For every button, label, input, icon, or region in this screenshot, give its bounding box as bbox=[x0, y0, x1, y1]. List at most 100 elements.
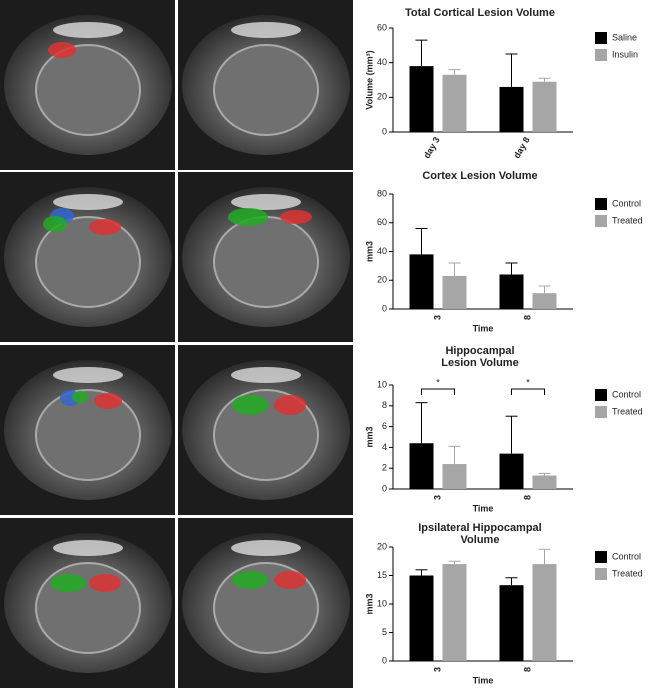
legend-label: Control bbox=[612, 198, 641, 208]
bar bbox=[499, 585, 524, 661]
error-bar bbox=[538, 77, 551, 82]
error-bar bbox=[505, 415, 518, 454]
lesion bbox=[89, 219, 121, 235]
brain bbox=[35, 44, 141, 136]
bar bbox=[442, 564, 467, 661]
bar bbox=[532, 475, 557, 489]
y-axis-label: mm3 bbox=[364, 241, 374, 262]
bar bbox=[409, 575, 434, 661]
mri-image bbox=[0, 0, 175, 170]
scalp bbox=[53, 194, 123, 210]
lesion bbox=[274, 571, 306, 589]
y-tick-label: 40 bbox=[377, 57, 387, 67]
scalp bbox=[53, 367, 123, 383]
lesion bbox=[89, 574, 121, 592]
y-tick-label: 8 bbox=[382, 400, 387, 410]
error-bar bbox=[538, 472, 551, 476]
bar bbox=[499, 274, 524, 309]
y-tick-label: 5 bbox=[382, 627, 387, 637]
legend-label: Control bbox=[612, 389, 641, 399]
error-bar bbox=[448, 445, 461, 465]
mri-image bbox=[178, 0, 353, 170]
legend-swatch bbox=[595, 215, 607, 227]
legend-swatch bbox=[595, 49, 607, 61]
bar bbox=[532, 564, 557, 661]
y-tick-label: 80 bbox=[377, 188, 387, 198]
bar bbox=[409, 66, 434, 132]
scalp bbox=[53, 540, 123, 556]
mri-image bbox=[178, 345, 353, 515]
x-axis-label: Time bbox=[473, 675, 494, 685]
legend-label: Treated bbox=[612, 215, 643, 225]
legend-swatch bbox=[595, 389, 607, 401]
bar bbox=[499, 86, 524, 132]
x-axis-label: Time bbox=[473, 503, 494, 513]
legend-label: Treated bbox=[612, 406, 643, 416]
scalp bbox=[53, 22, 123, 38]
error-bar bbox=[448, 69, 461, 75]
legend-swatch bbox=[595, 32, 607, 44]
mri-image bbox=[0, 518, 175, 688]
x-tick-label: 3 bbox=[432, 667, 442, 672]
legend-swatch bbox=[595, 551, 607, 563]
lesion bbox=[280, 210, 312, 224]
y-tick-label: 60 bbox=[377, 22, 387, 32]
brain bbox=[213, 44, 319, 136]
mri-image bbox=[0, 172, 175, 342]
x-tick-label: day 8 bbox=[512, 135, 532, 160]
lesion bbox=[50, 574, 86, 592]
lesion bbox=[72, 391, 88, 403]
scalp bbox=[231, 194, 301, 210]
y-tick-label: 4 bbox=[382, 442, 387, 452]
lesion bbox=[232, 395, 268, 415]
y-tick-label: 60 bbox=[377, 217, 387, 227]
x-tick-label: day 3 bbox=[422, 135, 442, 160]
legend-label: Saline bbox=[612, 32, 637, 42]
scalp bbox=[231, 367, 301, 383]
lesion bbox=[48, 42, 76, 58]
brain bbox=[213, 216, 319, 308]
annotation: * bbox=[526, 377, 530, 387]
scalp bbox=[231, 22, 301, 38]
y-tick-label: 2 bbox=[382, 463, 387, 473]
x-tick-label: 8 bbox=[522, 315, 532, 320]
y-tick-label: 10 bbox=[377, 379, 387, 389]
bar bbox=[409, 443, 434, 489]
significance-bracket bbox=[421, 388, 455, 395]
scalp bbox=[231, 540, 301, 556]
y-tick-label: 10 bbox=[377, 598, 387, 608]
bar bbox=[532, 293, 557, 309]
error-bar bbox=[415, 569, 428, 576]
x-tick-label: 8 bbox=[522, 667, 532, 672]
y-tick-label: 0 bbox=[382, 483, 387, 493]
error-bar bbox=[448, 262, 461, 276]
error-bar bbox=[415, 39, 428, 67]
error-bar bbox=[538, 285, 551, 294]
mri-panels bbox=[0, 0, 353, 688]
y-tick-label: 0 bbox=[382, 126, 387, 136]
error-bar bbox=[505, 577, 518, 586]
lesion bbox=[43, 216, 67, 232]
mri-image bbox=[0, 345, 175, 515]
chart-title: Cortex Lesion Volume bbox=[422, 170, 538, 182]
error-bar bbox=[505, 53, 518, 87]
error-bar bbox=[415, 402, 428, 444]
error-bar bbox=[505, 262, 518, 275]
brain bbox=[35, 389, 141, 481]
y-tick-label: 15 bbox=[377, 570, 387, 580]
y-axis-label: mm3 bbox=[364, 593, 374, 614]
bar bbox=[442, 275, 467, 309]
legend-swatch bbox=[595, 406, 607, 418]
legend-label: Control bbox=[612, 551, 641, 561]
legend-swatch bbox=[595, 198, 607, 210]
y-tick-label: 40 bbox=[377, 246, 387, 256]
y-tick-label: 6 bbox=[382, 421, 387, 431]
mri-image bbox=[178, 518, 353, 688]
error-bar bbox=[415, 228, 428, 255]
significance-bracket bbox=[511, 388, 545, 395]
legend-label: Treated bbox=[612, 568, 643, 578]
bar bbox=[532, 81, 557, 132]
lesion bbox=[274, 395, 306, 415]
y-tick-label: 20 bbox=[377, 275, 387, 285]
